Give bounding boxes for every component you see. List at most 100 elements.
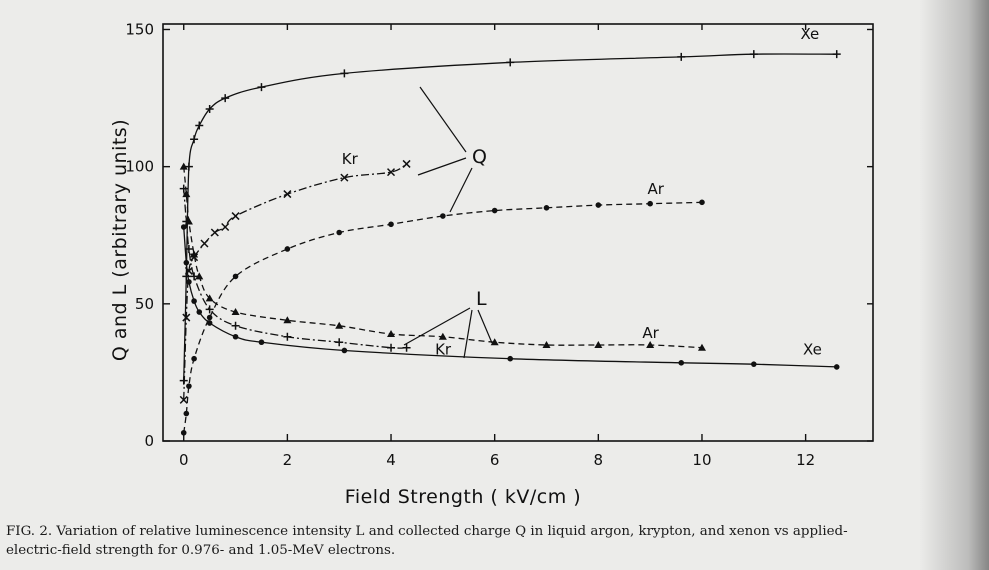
data-point-l-xe [196, 309, 203, 315]
data-point-q-xe [221, 94, 230, 103]
data-point-q-ar [206, 314, 213, 321]
scan-shadow [919, 0, 989, 570]
x-tick-label: 10 [692, 451, 711, 469]
data-point-l-ar [646, 340, 655, 348]
data-point-q-kr [184, 266, 193, 275]
chart: 0 2 4 6 8 10 12 0 50 100 150 Xe Kr Ar Ar Kr Xe Q L Fiel… [109, 20, 874, 508]
data-point-l-kr [179, 184, 188, 193]
l-callout-label: L [476, 288, 487, 310]
series-line-q-xe [183, 53, 837, 381]
series-line-l-ar [183, 166, 703, 349]
caption-line-1: FIG. 2. Variation of relative luminescen… [6, 524, 848, 539]
q-pointer-xe [419, 86, 467, 153]
data-point-q-ar [191, 355, 197, 362]
plot-frame [162, 23, 874, 442]
x-tick-label: 4 [386, 451, 396, 469]
data-point-q-kr [283, 190, 292, 199]
x-tick-label: 6 [490, 451, 500, 469]
series-label-l-xe: Xe [803, 341, 822, 359]
l-pointer-ar [477, 309, 493, 344]
data-point-l-xe [180, 224, 187, 230]
data-point-q-xe [184, 162, 193, 171]
data-point-q-kr [231, 212, 240, 221]
data-point-l-xe [507, 355, 514, 362]
data-point-l-ar [179, 162, 188, 170]
data-point-q-kr [340, 173, 349, 182]
data-point-l-kr [182, 217, 191, 226]
data-point-q-xe [179, 376, 188, 385]
data-point-q-ar [284, 246, 291, 252]
l-pointer-kr [403, 307, 471, 346]
data-point-q-xe [205, 105, 214, 114]
data-point-q-ar [186, 383, 192, 389]
data-point-l-kr [190, 272, 199, 281]
data-point-q-ar [543, 205, 550, 211]
data-point-l-kr [335, 338, 344, 347]
data-point-l-ar [335, 321, 344, 329]
data-point-l-kr [387, 343, 396, 352]
x-tick-label: 12 [796, 451, 815, 469]
data-point-q-xe [195, 121, 204, 130]
data-point-l-ar [697, 343, 706, 351]
data-point-q-kr [221, 222, 230, 232]
y-tick-label: 150 [125, 20, 154, 38]
series-label-l-kr: Kr [435, 341, 452, 359]
data-point-l-ar [190, 250, 199, 258]
data-point-q-ar [699, 199, 705, 206]
marker-layer [179, 50, 841, 436]
data-point-q-xe [257, 83, 266, 92]
data-point-q-kr [402, 159, 411, 168]
data-point-q-ar [440, 213, 446, 219]
data-point-l-kr [205, 305, 214, 314]
y-tick-label: 100 [125, 158, 154, 176]
data-point-l-kr [402, 343, 411, 352]
data-point-q-ar [232, 273, 239, 280]
data-point-l-ar [283, 316, 292, 324]
x-tick-label: 0 [179, 451, 189, 469]
series-layer [183, 53, 837, 433]
data-point-l-xe [751, 361, 757, 367]
data-point-q-ar [336, 229, 343, 236]
x-tick-label: 8 [594, 451, 604, 469]
x-tick-label: 2 [283, 451, 293, 469]
series-labels: Xe Kr Ar Ar Kr Xe [342, 25, 822, 358]
series-line-l-xe [183, 226, 837, 368]
axis-ticks [163, 24, 873, 442]
data-point-l-kr [231, 321, 240, 330]
data-point-q-kr [386, 168, 396, 177]
data-point-l-xe [183, 259, 190, 266]
data-point-l-ar [438, 332, 447, 340]
x-axis-title: Field Strength ( kV/cm ) [345, 486, 581, 508]
data-point-q-kr [179, 395, 188, 404]
data-point-q-xe [506, 58, 515, 67]
tick-labels: 0 2 4 6 8 10 12 0 50 100 150 [125, 20, 815, 469]
data-point-l-kr [283, 332, 292, 341]
y-tick-label: 50 [135, 295, 154, 313]
series-label-q-kr: Kr [342, 150, 359, 168]
data-point-q-xe [340, 69, 349, 78]
data-point-l-xe [186, 279, 192, 285]
data-point-l-ar [542, 340, 551, 348]
callout-layer: Q L [403, 86, 493, 359]
data-point-q-xe [677, 52, 686, 61]
data-point-q-kr [182, 313, 191, 322]
l-pointer-xe [463, 309, 473, 359]
data-point-l-ar [205, 294, 214, 302]
caption-line-2: electric-field strength for 0.976- and 1… [6, 543, 396, 558]
data-point-q-xe [749, 50, 758, 59]
q-pointer-ar [449, 167, 473, 213]
y-axis-title: Q and L (arbitrary units) [109, 119, 131, 361]
q-callout-label: Q [472, 146, 487, 168]
data-point-l-ar [182, 190, 191, 198]
series-label-q-ar: Ar [648, 180, 665, 198]
data-point-q-ar [647, 200, 653, 207]
data-point-q-ar [388, 221, 394, 228]
data-point-l-xe [206, 320, 213, 326]
data-point-q-kr [210, 228, 219, 237]
figure-caption: FIG. 2. Variation of relative luminescen… [6, 522, 981, 560]
data-point-q-kr [200, 239, 209, 248]
data-point-l-xe [678, 360, 685, 366]
data-point-q-ar [491, 207, 498, 214]
data-point-q-ar [180, 429, 187, 436]
data-point-q-ar [183, 410, 190, 417]
